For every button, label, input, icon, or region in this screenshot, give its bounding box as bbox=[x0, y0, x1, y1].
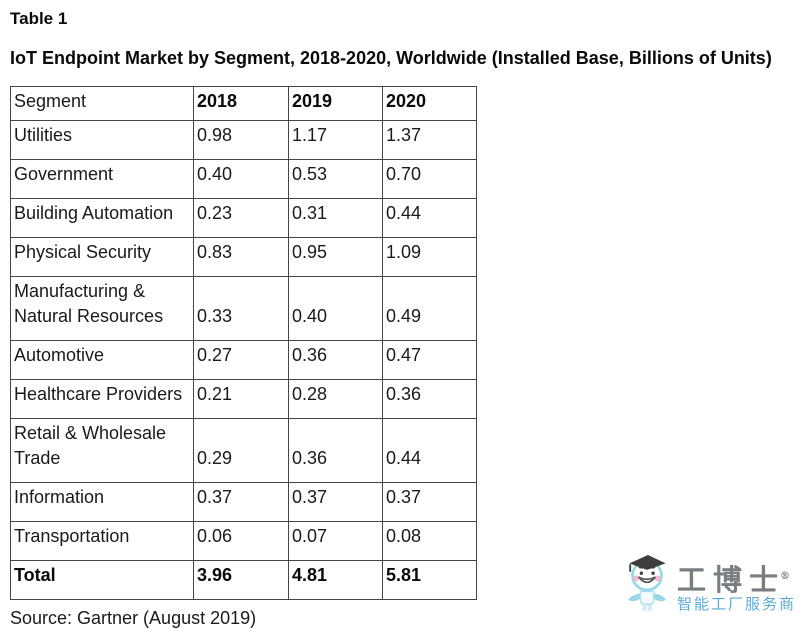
value-cell: 0.07 bbox=[288, 521, 383, 561]
value-cell: 0.23 bbox=[193, 198, 289, 238]
value-cell: 0.40 bbox=[288, 276, 383, 341]
table-row: Building Automation 0.23 0.31 0.44 bbox=[10, 198, 477, 238]
table-row: Information 0.37 0.37 0.37 bbox=[10, 482, 477, 522]
header-row: Segment 2018 2019 2020 bbox=[10, 86, 477, 121]
value-cell: 0.70 bbox=[382, 159, 477, 199]
col-header-year: 2019 bbox=[288, 86, 383, 121]
value-cell: 0.53 bbox=[288, 159, 383, 199]
watermark-logo: 工博士® 智能工厂服务商 bbox=[619, 552, 796, 614]
value-cell: 0.40 bbox=[193, 159, 289, 199]
value-cell: 0.95 bbox=[288, 237, 383, 277]
table-body: Utilities 0.98 1.17 1.37 Government 0.40 0.53 0… bbox=[10, 120, 477, 600]
value-cell: 0.33 bbox=[193, 276, 289, 341]
value-cell: 3.96 bbox=[193, 560, 289, 600]
segment-cell: Manufacturing & Natural Resources bbox=[10, 276, 194, 341]
value-cell: 0.36 bbox=[382, 379, 477, 419]
value-cell: 0.98 bbox=[193, 120, 289, 160]
col-header-segment: Segment bbox=[10, 86, 194, 121]
table-row: Utilities 0.98 1.17 1.37 bbox=[10, 120, 477, 160]
col-header-year: 2018 bbox=[193, 86, 289, 121]
value-cell: 5.81 bbox=[382, 560, 477, 600]
value-cell: 0.47 bbox=[382, 340, 477, 380]
segment-cell: Total bbox=[10, 560, 194, 600]
table-label: Table 1 bbox=[10, 9, 68, 28]
value-cell: 0.37 bbox=[193, 482, 289, 522]
table-row: Automotive 0.27 0.36 0.47 bbox=[10, 340, 477, 380]
value-cell: 0.36 bbox=[288, 340, 383, 380]
watermark-text: 工博士® 智能工厂服务商 bbox=[677, 565, 796, 614]
table-row: Manufacturing & Natural Resources 0.33 0.4… bbox=[10, 276, 477, 341]
value-cell: 1.37 bbox=[382, 120, 477, 160]
value-cell: 0.08 bbox=[382, 521, 477, 561]
segment-cell: Utilities bbox=[10, 120, 194, 160]
table-row: Transportation 0.06 0.07 0.08 bbox=[10, 521, 477, 561]
segment-cell: Healthcare Providers bbox=[10, 379, 194, 419]
value-cell: 0.44 bbox=[382, 418, 477, 483]
segment-cell: Information bbox=[10, 482, 194, 522]
value-cell: 0.37 bbox=[382, 482, 477, 522]
iot-endpoint-table: Segment 2018 2019 2020 Utilities 0.98 1.17 1.3… bbox=[10, 86, 477, 600]
value-cell: 4.81 bbox=[288, 560, 383, 600]
table-row: Physical Security 0.83 0.95 1.09 bbox=[10, 237, 477, 277]
segment-cell: Building Automation bbox=[10, 198, 194, 238]
table-row: Retail & Wholesale Trade 0.29 0.36 0.44 bbox=[10, 418, 477, 483]
value-cell: 0.21 bbox=[193, 379, 289, 419]
value-cell: 0.37 bbox=[288, 482, 383, 522]
segment-cell: Government bbox=[10, 159, 194, 199]
value-cell: 1.09 bbox=[382, 237, 477, 277]
value-cell: 0.49 bbox=[382, 276, 477, 341]
brand-name: 工博士® bbox=[676, 563, 790, 597]
value-cell: 0.29 bbox=[193, 418, 289, 483]
value-cell: 0.06 bbox=[193, 521, 289, 561]
segment-cell: Physical Security bbox=[10, 237, 194, 277]
table-row: Healthcare Providers 0.21 0.28 0.36 bbox=[10, 379, 477, 419]
segment-cell: Retail & Wholesale Trade bbox=[10, 418, 194, 483]
brand-tagline: 智能工厂服务商 bbox=[676, 596, 796, 613]
value-cell: 0.28 bbox=[288, 379, 383, 419]
registered-mark: ® bbox=[780, 571, 790, 582]
table-title: IoT Endpoint Market by Segment, 2018-202… bbox=[10, 48, 772, 68]
table-row: Total 3.96 4.81 5.81 bbox=[10, 560, 477, 600]
table-row: Government 0.40 0.53 0.70 bbox=[10, 159, 477, 199]
value-cell: 0.36 bbox=[288, 418, 383, 483]
value-cell: 0.83 bbox=[193, 237, 289, 277]
col-header-year: 2020 bbox=[382, 86, 477, 121]
value-cell: 0.44 bbox=[382, 198, 477, 238]
value-cell: 1.17 bbox=[288, 120, 383, 160]
segment-cell: Transportation bbox=[10, 521, 194, 561]
value-cell: 0.27 bbox=[193, 340, 289, 380]
segment-cell: Automotive bbox=[10, 340, 194, 380]
graduate-mascot-icon bbox=[619, 552, 675, 614]
value-cell: 0.31 bbox=[288, 198, 383, 238]
